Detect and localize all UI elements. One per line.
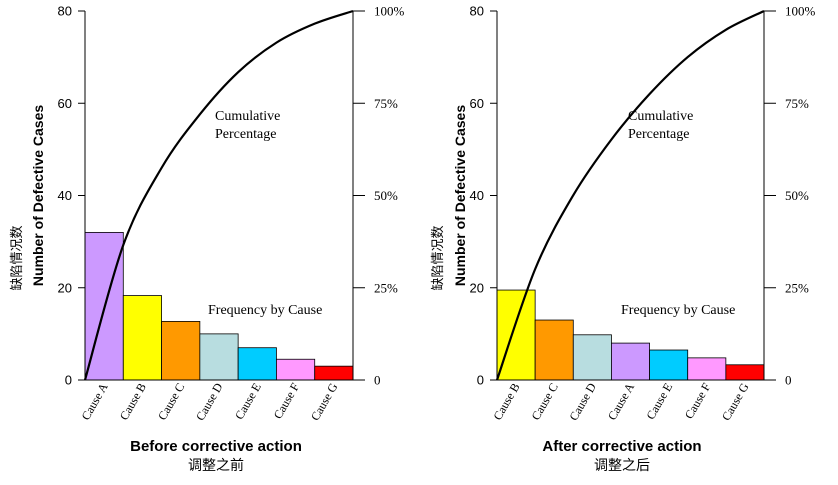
bar-7: [725, 364, 765, 381]
x-tick-label: Cause E: [643, 381, 675, 422]
bar-5: [237, 347, 277, 381]
y2-tick-label: 100%: [374, 4, 405, 19]
y2-tick-label: 25%: [785, 280, 809, 295]
bar-4: [199, 333, 239, 381]
y2-tick-label: 75%: [785, 96, 809, 111]
bar-5: [649, 349, 689, 381]
y2-tick-label: 25%: [374, 280, 398, 295]
bar-3: [572, 334, 612, 381]
y-axis-label-zh: 缺陷情况数: [9, 225, 24, 290]
annotation-cumulative: Cumulative Percentage: [215, 109, 280, 142]
bar-3: [161, 321, 201, 381]
x-tick-label: Cause F: [682, 380, 714, 421]
y-tick-label: 80: [470, 4, 484, 19]
bar-2: [122, 295, 162, 381]
chart-caption: Before corrective action: [130, 438, 302, 455]
y2-tick-label: 0: [374, 373, 381, 388]
x-tick-label: Cause C: [529, 381, 561, 423]
y-axis-label: Number of Defective Cases: [452, 105, 468, 287]
y-tick-label: 0: [65, 373, 72, 388]
chart-caption: After corrective action: [542, 438, 701, 455]
y-tick-label: 60: [470, 96, 484, 111]
x-tick-label: Cause B: [490, 381, 522, 423]
x-tick-label: Cause B: [117, 381, 149, 423]
y2-tick-label: 100%: [785, 4, 816, 19]
x-tick-label: Cause G: [308, 380, 341, 423]
y-tick-label: 40: [58, 188, 72, 203]
bar-6: [276, 358, 316, 381]
annotation-cumulative: Cumulative Percentage: [628, 109, 693, 142]
x-tick-label: Cause G: [719, 380, 752, 423]
y-axis-label: Number of Defective Cases: [30, 105, 46, 287]
y-axis-label-zh: 缺陷情况数: [430, 225, 445, 290]
bar-7: [314, 365, 354, 381]
y-tick-label: 20: [470, 280, 484, 295]
bar-1: [496, 289, 536, 381]
x-tick-label: Cause F: [271, 380, 303, 421]
cumulative-line: [83, 9, 354, 381]
y-tick-label: 60: [58, 96, 72, 111]
bar-6: [687, 357, 727, 381]
x-tick-label: Cause A: [605, 380, 637, 422]
cumulative-line: [495, 10, 765, 381]
annotation-frequency: Frequency by Cause: [208, 303, 322, 318]
x-tick-label: Cause C: [155, 381, 187, 423]
bar-4: [611, 342, 650, 381]
y2-tick-label: 50%: [785, 188, 809, 203]
chart-caption-zh: 调整之后: [594, 457, 650, 473]
y-tick-label: 40: [470, 188, 484, 203]
x-tick-label: Cause D: [566, 380, 599, 423]
x-tick-label: Cause D: [193, 380, 226, 423]
x-tick-label: Cause E: [232, 381, 264, 422]
y-tick-label: 80: [58, 4, 72, 19]
x-tick-label: Cause A: [78, 380, 110, 422]
y2-tick-label: 50%: [374, 188, 398, 203]
y2-tick-label: 0: [785, 373, 792, 388]
chart-caption-zh: 调整之前: [188, 457, 244, 473]
y2-tick-label: 75%: [374, 96, 398, 111]
y-tick-label: 0: [477, 373, 484, 388]
y-tick-label: 20: [58, 280, 72, 295]
annotation-frequency: Frequency by Cause: [621, 303, 735, 318]
bar-2: [534, 319, 574, 381]
